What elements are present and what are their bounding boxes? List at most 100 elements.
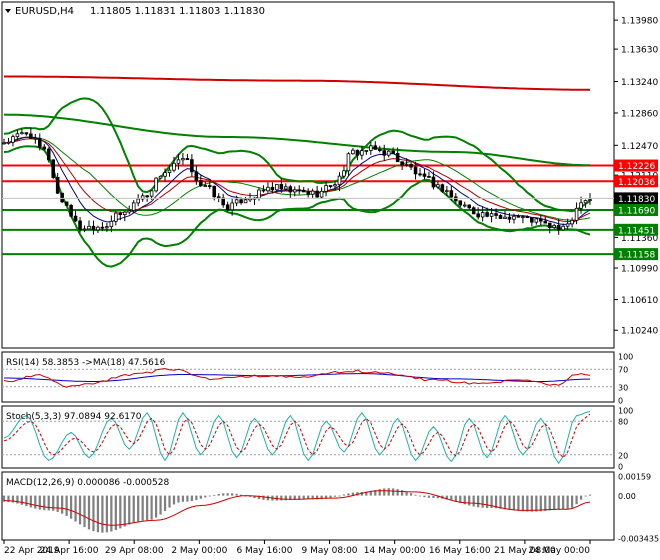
candle-body bbox=[422, 173, 427, 177]
macd-histogram-bar bbox=[302, 495, 305, 500]
macd-histogram-bar bbox=[7, 495, 10, 502]
rsi-title: RSI(14) 58.3853 ->MA(18) 47.5616 bbox=[6, 358, 166, 368]
macd-histogram-bar bbox=[342, 494, 346, 496]
candle-body bbox=[539, 218, 543, 222]
candle-body bbox=[534, 218, 539, 223]
candle-body bbox=[131, 202, 136, 211]
macd-histogram-bar bbox=[320, 495, 323, 500]
macd-histogram-bar bbox=[535, 495, 538, 512]
candle-body bbox=[199, 180, 203, 187]
macd-histogram-bar bbox=[204, 495, 207, 498]
time-tick-label: 24 Apr 16:00 bbox=[40, 546, 99, 556]
macd-histogram-bar bbox=[257, 495, 261, 500]
stoch-pane: 100 80 20 0 bbox=[2, 407, 633, 472]
price-tick-label: 1.12470 bbox=[621, 142, 658, 152]
price-level-badge bbox=[614, 175, 658, 188]
candle-body bbox=[279, 184, 284, 190]
price-tick-label: 1.10610 bbox=[621, 296, 658, 306]
candle-body bbox=[212, 185, 217, 198]
candle-body bbox=[60, 192, 64, 203]
triangle-down-icon[interactable] bbox=[5, 9, 11, 13]
candle-body bbox=[391, 150, 395, 154]
candle-body bbox=[400, 161, 404, 166]
macd-histogram-bar bbox=[383, 488, 386, 496]
candle-body bbox=[324, 185, 328, 192]
candle-body bbox=[377, 148, 382, 151]
candle-body bbox=[257, 189, 261, 199]
candle-body bbox=[140, 195, 145, 200]
candle-body bbox=[346, 153, 351, 172]
macd-histogram-bar bbox=[544, 495, 547, 511]
macd-histogram-bar bbox=[396, 489, 399, 496]
candle-body bbox=[498, 215, 503, 219]
candle-body bbox=[373, 145, 378, 150]
candle-body bbox=[436, 184, 440, 188]
fast-moving-average-line bbox=[3, 136, 591, 225]
macd-histogram-bar bbox=[298, 495, 301, 500]
macd-histogram-bar bbox=[52, 495, 55, 511]
candle-body bbox=[78, 220, 82, 230]
macd-pane-frame[interactable] bbox=[1, 471, 615, 541]
macd-histogram-bar bbox=[409, 493, 413, 496]
macd-histogram-bar bbox=[119, 495, 122, 529]
macd-histogram-bar bbox=[557, 495, 560, 510]
macd-histogram-bar bbox=[65, 495, 68, 516]
symbol-label: EURUSD,H4 bbox=[15, 6, 74, 17]
macd-histogram-bar bbox=[239, 494, 243, 496]
candle-body bbox=[11, 136, 15, 143]
macd-histogram-bar bbox=[154, 495, 158, 518]
candle-body bbox=[239, 199, 243, 204]
macd-histogram-bar bbox=[208, 495, 211, 497]
candle-body bbox=[292, 189, 297, 193]
candle-body bbox=[91, 225, 96, 231]
macd-histogram-bar bbox=[579, 495, 583, 500]
macd-tick-label: 0.00 bbox=[618, 492, 636, 501]
macd-title: MACD(12,26,9) 0.000086 -0.000528 bbox=[6, 478, 169, 488]
macd-histogram-bar bbox=[248, 495, 252, 497]
macd-histogram-bar bbox=[566, 495, 569, 510]
candle-body bbox=[234, 199, 239, 204]
candle-body bbox=[512, 215, 516, 220]
candle-body bbox=[185, 158, 190, 161]
stoch-tick-label: 80 bbox=[618, 418, 628, 427]
macd-histogram-bar bbox=[56, 495, 59, 512]
medium-moving-average-line bbox=[3, 113, 590, 167]
candle-body bbox=[243, 199, 248, 204]
stoch-tick-label: 100 bbox=[618, 407, 633, 416]
rsi-line bbox=[3, 368, 591, 388]
macd-histogram-bar bbox=[307, 495, 310, 500]
candle-body bbox=[333, 184, 337, 187]
candle-body bbox=[172, 162, 176, 171]
macd-histogram-bar bbox=[329, 495, 332, 498]
candle-body bbox=[404, 164, 409, 166]
price-level-label: 1.12036 bbox=[618, 178, 655, 188]
candle-body bbox=[301, 189, 306, 193]
macd-histogram-bar bbox=[517, 495, 520, 511]
macd-histogram-bar bbox=[289, 495, 292, 501]
rsi-pane: 100 70 30 0 bbox=[2, 353, 633, 406]
macd-histogram-bar bbox=[25, 495, 28, 507]
time-tick-label: 14 May 00:00 bbox=[364, 546, 426, 556]
candle-body bbox=[288, 186, 293, 193]
time-tick-label: 22 Apr 2019 bbox=[4, 546, 60, 556]
candle-body bbox=[364, 150, 369, 152]
candle-body bbox=[409, 164, 413, 168]
candle-body bbox=[114, 212, 118, 222]
candle-body bbox=[543, 220, 548, 224]
candle-body bbox=[216, 196, 221, 199]
rsi-pane-frame[interactable] bbox=[1, 351, 615, 403]
candle-body bbox=[476, 213, 480, 218]
candle-body bbox=[6, 141, 11, 144]
candle-body bbox=[122, 211, 127, 216]
rsi-tick-label: 0 bbox=[618, 397, 623, 406]
candle-body bbox=[100, 226, 105, 229]
macd-histogram-bar bbox=[217, 493, 220, 496]
time-tick-label: 9 May 08:00 bbox=[302, 546, 358, 556]
price-tick-label: 1.11360 bbox=[621, 234, 658, 244]
stoch-pane-frame[interactable] bbox=[1, 405, 615, 469]
macd-histogram-bar bbox=[405, 491, 408, 496]
candle-body bbox=[306, 191, 310, 195]
macd-histogram-bar bbox=[47, 495, 50, 511]
